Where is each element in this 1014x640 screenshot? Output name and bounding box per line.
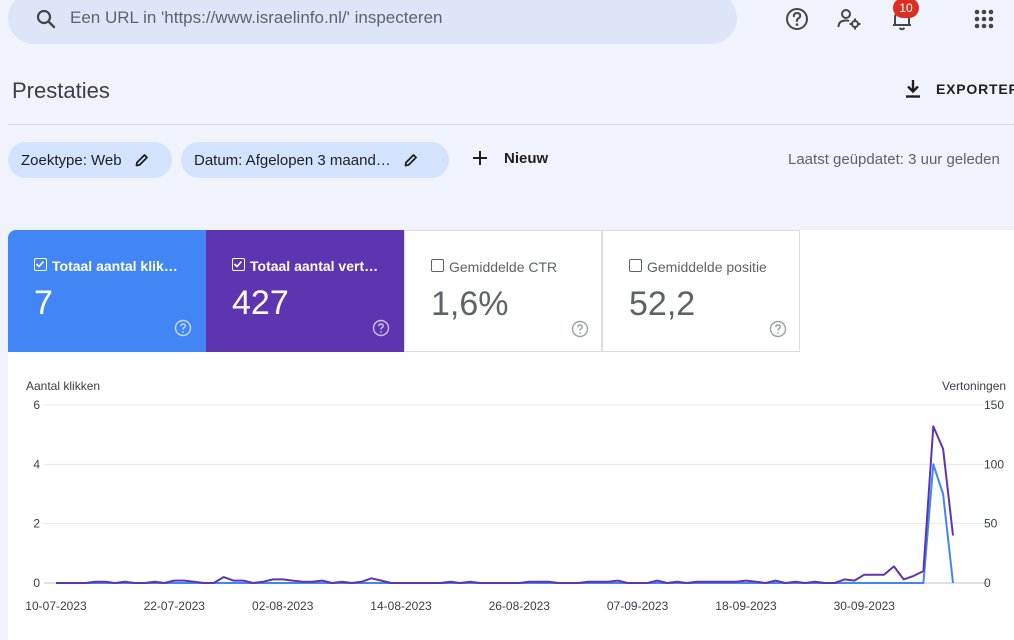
- metric-value: 7: [34, 284, 53, 322]
- new-filter-label: Nieuw: [504, 149, 549, 167]
- last-updated-text: Laatst geüpdatet: 3 uur geleden: [788, 151, 1000, 168]
- impressions-series-line: [56, 425, 954, 584]
- y-right-tick-label: 100: [984, 457, 1004, 471]
- filter-chip-label: Datum: Afgelopen 3 maand…: [194, 151, 391, 169]
- apps-grid-icon[interactable]: [971, 6, 997, 32]
- x-tick-label: 18-09-2023: [715, 599, 777, 613]
- edit-icon: [404, 154, 417, 167]
- help-icon[interactable]: [372, 319, 390, 337]
- y-right-tick-label: 0: [984, 576, 991, 590]
- y-tick-label: 4: [33, 457, 40, 471]
- manage-users-icon[interactable]: [836, 6, 862, 32]
- metric-value: 427: [232, 284, 289, 322]
- metric-checkbox[interactable]: [629, 259, 642, 272]
- performance-card: Totaal aantal klikk… 7 Totaal aantal vert…: [8, 230, 1014, 640]
- export-label: EXPORTER: [936, 81, 1014, 97]
- page-title: Prestaties: [12, 78, 110, 103]
- download-icon: [906, 80, 920, 98]
- x-tick-label: 07-09-2023: [607, 599, 669, 613]
- export-button[interactable]: EXPORTER: [902, 76, 1014, 102]
- filter-chip-label: Zoektype: Web: [21, 151, 122, 169]
- y-tick-label: 0: [33, 576, 40, 590]
- divider: [8, 124, 1014, 125]
- help-icon[interactable]: [769, 320, 787, 338]
- help-icon[interactable]: [571, 320, 589, 338]
- y-right-tick-label: 150: [984, 398, 1004, 412]
- url-inspect-bar[interactable]: [8, 0, 737, 44]
- y-right-tick-label: 50: [984, 517, 998, 531]
- metric-card-ctr[interactable]: Gemiddelde CTR 1,6%: [404, 230, 602, 352]
- x-tick-label: 22-07-2023: [144, 599, 206, 613]
- filter-chip-search-type[interactable]: Zoektype: Web: [8, 142, 172, 178]
- metric-checkbox[interactable]: [34, 258, 47, 271]
- x-tick-label: 10-07-2023: [25, 599, 87, 613]
- x-tick-label: 26-08-2023: [489, 599, 551, 613]
- y-tick-label: 2: [33, 517, 40, 531]
- metric-value: 1,6%: [431, 285, 509, 323]
- right-axis-title: Vertoningen: [942, 379, 1007, 393]
- metric-card-clicks[interactable]: Totaal aantal klikk… 7: [8, 230, 206, 352]
- y-tick-label: 6: [33, 398, 40, 412]
- x-tick-label: 30-09-2023: [834, 599, 896, 613]
- x-tick-label: 02-08-2023: [252, 599, 314, 613]
- help-icon[interactable]: [784, 6, 810, 32]
- plus-icon: [473, 151, 487, 165]
- x-tick-label: 14-08-2023: [370, 599, 432, 613]
- metric-checkbox[interactable]: [431, 259, 444, 272]
- metric-card-impressions[interactable]: Totaal aantal vert… 427: [206, 230, 404, 352]
- help-icon[interactable]: [174, 319, 192, 337]
- metric-checkbox[interactable]: [232, 258, 245, 271]
- filter-chip-date[interactable]: Datum: Afgelopen 3 maand…: [181, 142, 449, 178]
- metric-value: 52,2: [629, 285, 696, 323]
- left-axis-title: Aantal klikken: [26, 379, 101, 393]
- metric-card-position[interactable]: Gemiddelde positie 52,2: [602, 230, 800, 352]
- edit-icon: [135, 154, 148, 167]
- url-inspect-input[interactable]: [70, 6, 710, 30]
- search-icon: [36, 9, 56, 29]
- notifications-badge: 10: [893, 0, 919, 18]
- new-filter-button[interactable]: Nieuw: [470, 148, 548, 168]
- performance-chart: 6 150 4 100 2 50 0 0 10-07-2023 22-07-2023 02-08-2…: [25, 398, 1004, 613]
